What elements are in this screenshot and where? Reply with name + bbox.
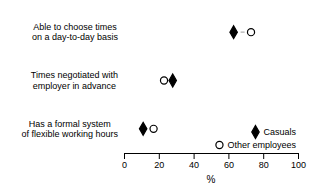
legend-symbol <box>252 126 259 139</box>
x-axis-line <box>125 154 299 160</box>
x-axis: 0 20 40 60 80 100 <box>122 153 306 170</box>
x-tick-mark <box>298 153 299 159</box>
x-tick-mark <box>194 153 195 159</box>
legend-item: Other employees <box>216 140 297 150</box>
x-tick-label: 60 <box>224 160 234 170</box>
point <box>150 125 157 132</box>
point <box>247 29 254 36</box>
x-axis-title: % <box>207 174 216 185</box>
plot-area: 0 20 40 60 80 100% Able to choose timeson a da… <box>21 22 306 185</box>
x-tick-label: 20 <box>154 160 164 170</box>
legend: Casuals Other employees <box>216 126 297 151</box>
x-tick: 0 <box>122 153 127 170</box>
category-label: Able to choose timeson a day-to-day basi… <box>32 22 119 42</box>
category-label: Times negotiated withemployer in advance <box>31 70 118 90</box>
x-tick-label: 40 <box>189 160 199 170</box>
category-label: Has a formal systemof flexible working h… <box>21 119 118 139</box>
point <box>139 122 146 135</box>
legend-label: Other employees <box>227 140 296 150</box>
category-labels: Able to choose timeson a day-to-day basi… <box>21 22 118 139</box>
category-label-line: employer in advance <box>33 81 116 91</box>
category-label-line: Has a formal system <box>29 119 111 129</box>
x-tick: 80 <box>259 153 269 170</box>
category-label-line: of flexible working hours <box>21 129 118 139</box>
x-tick-mark <box>263 153 264 159</box>
x-tick-mark <box>159 153 160 159</box>
point <box>169 74 176 87</box>
point <box>230 26 237 39</box>
marks <box>139 26 254 136</box>
legend-symbol <box>216 141 223 148</box>
x-tick-label: 0 <box>122 160 127 170</box>
chart-container: 0 20 40 60 80 100% Able to choose timeson a da… <box>0 0 310 189</box>
x-tick-mark <box>228 153 229 159</box>
legend-item: Casuals <box>252 126 297 139</box>
point <box>160 77 167 84</box>
chart-svg: 0 20 40 60 80 100% Able to choose timeson a da… <box>0 0 310 189</box>
x-tick: 60 <box>224 153 234 170</box>
x-tick: 20 <box>154 153 164 170</box>
x-tick: 100 <box>291 153 306 170</box>
x-tick: 40 <box>189 153 199 170</box>
legend-label: Casuals <box>263 127 296 137</box>
x-tick-mark <box>124 153 125 159</box>
category-label-line: Times negotiated with <box>31 70 118 80</box>
category-label-line: on a day-to-day basis <box>32 32 119 42</box>
x-tick-label: 100 <box>291 160 306 170</box>
category-label-line: Able to choose times <box>33 22 117 32</box>
x-tick-label: 80 <box>259 160 269 170</box>
